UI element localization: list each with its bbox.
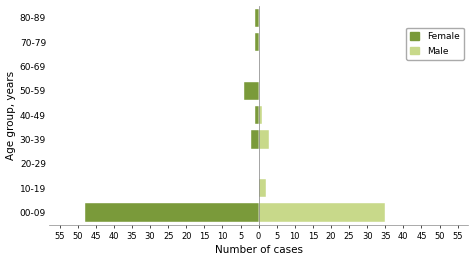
Bar	[259, 106, 262, 124]
Bar	[244, 82, 259, 100]
X-axis label: Number of cases: Number of cases	[215, 245, 302, 256]
Bar	[259, 203, 385, 222]
Bar	[85, 203, 259, 222]
Bar	[259, 130, 269, 149]
Bar	[259, 179, 266, 197]
Legend: Female, Male: Female, Male	[406, 28, 464, 60]
Y-axis label: Age group, years: Age group, years	[6, 70, 16, 160]
Bar	[255, 106, 259, 124]
Bar	[255, 9, 259, 27]
Bar	[251, 130, 259, 149]
Bar	[255, 33, 259, 51]
